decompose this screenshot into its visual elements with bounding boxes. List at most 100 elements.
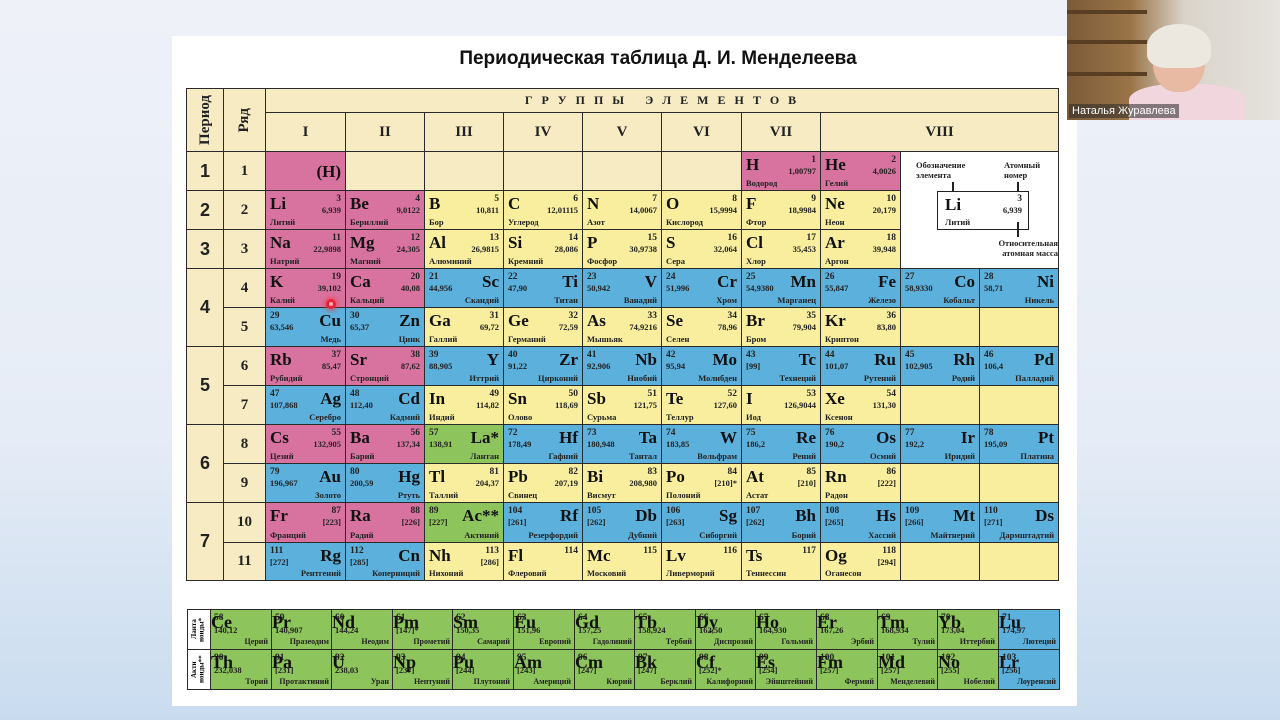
element-cell[interactable]: Bi 83 208,980 Висмут: [582, 463, 662, 503]
element-cell[interactable]: Nh 113 [286] Нихоний: [424, 542, 504, 581]
actinide-cell[interactable]: Am 95 [243] Америций: [513, 649, 575, 690]
actinide-cell[interactable]: Cf 98 [252]* Калифорний: [695, 649, 757, 690]
element-cell[interactable]: Xe 54 131,30 Ксенон: [820, 385, 901, 425]
element-cell[interactable]: Na 11 22,9898 Натрий: [265, 229, 346, 269]
actinide-cell[interactable]: Md 101 [257] Менделевий: [877, 649, 939, 690]
element-cell[interactable]: Os 76 190,2 Осмий: [820, 424, 901, 464]
element-cell[interactable]: Ti 22 47,90 Титан: [503, 268, 583, 308]
element-cell[interactable]: Hg 80 200,59 Ртуть: [345, 463, 425, 503]
element-cell[interactable]: Ir 77 192,2 Иридий: [900, 424, 980, 464]
element-cell[interactable]: Bh 107 [262] Борий: [741, 502, 821, 543]
element-cell[interactable]: Ne 10 20,179 Неон: [820, 190, 901, 230]
actinide-cell[interactable]: Np 93 [237] Нептуний: [392, 649, 454, 690]
element-cell[interactable]: [979, 463, 1059, 503]
element-cell[interactable]: Pd 46 106,4 Палладий: [979, 346, 1059, 386]
lanthanide-cell[interactable]: Sm 62 150,35 Самарий: [452, 609, 514, 650]
element-cell[interactable]: B 5 10,811 Бор: [424, 190, 504, 230]
element-cell[interactable]: Br 35 79,904 Бром: [741, 307, 821, 347]
element-cell[interactable]: [900, 307, 980, 347]
actinide-cell[interactable]: Th 90 232,038 Торий: [210, 649, 272, 690]
element-cell[interactable]: As 33 74,9216 Мышьяк: [582, 307, 662, 347]
element-cell[interactable]: Sb 51 121,75 Сурьма: [582, 385, 662, 425]
element-cell[interactable]: Mo 42 95,94 Молибден: [661, 346, 742, 386]
element-cell[interactable]: Ds 110 [271] Дармштадтий: [979, 502, 1059, 543]
element-cell[interactable]: Tl 81 204,37 Таллий: [424, 463, 504, 503]
lanthanide-cell[interactable]: Nd 60 144,24 Неодим: [331, 609, 393, 650]
element-cell[interactable]: Mg 12 24,305 Магний: [345, 229, 425, 269]
element-cell[interactable]: Fe 26 55,847 Железо: [820, 268, 901, 308]
lanthanide-cell[interactable]: Pr 59 140,907 Празеодим: [271, 609, 333, 650]
actinide-cell[interactable]: Bk 97 [247] Берклий: [634, 649, 696, 690]
element-cell[interactable]: Be 4 9,0122 Бериллий: [345, 190, 425, 230]
element-cell[interactable]: Se 34 78,96 Селен: [661, 307, 742, 347]
lanthanide-cell[interactable]: Ho 67 164,930 Гольмий: [755, 609, 817, 650]
element-cell[interactable]: Cn 112 [285] Коперниций: [345, 542, 425, 581]
actinide-cell[interactable]: Pu 94 [244] Плутоний: [452, 649, 514, 690]
element-cell[interactable]: La* 57 138,91 Лантан: [424, 424, 504, 464]
element-cell[interactable]: At 85 [210] Астат: [741, 463, 821, 503]
element-cell[interactable]: Rn 86 [222] Радон: [820, 463, 901, 503]
element-cell[interactable]: Cd 48 112,40 Кадмий: [345, 385, 425, 425]
element-cell[interactable]: Ra 88 [226] Радий: [345, 502, 425, 543]
element-cell[interactable]: C 6 12,01115 Углерод: [503, 190, 583, 230]
element-cell[interactable]: [900, 463, 980, 503]
element-cell[interactable]: Sn 50 118,69 Олово: [503, 385, 583, 425]
actinide-cell[interactable]: Cm 96 [247] Кюрий: [574, 649, 636, 690]
element-cell[interactable]: Au 79 196,967 Золото: [265, 463, 346, 503]
actinide-cell[interactable]: U 92 238,03 Уран: [331, 649, 393, 690]
element-cell[interactable]: Fr 87 [223] Франций: [265, 502, 346, 543]
element-cell[interactable]: Sr 38 87,62 Стронций: [345, 346, 425, 386]
lanthanide-cell[interactable]: Yb 70 173,04 Иттербий: [937, 609, 999, 650]
element-cell[interactable]: Tc 43 [99] Технеций: [741, 346, 821, 386]
element-cell[interactable]: H 1 1,00797 Водород: [741, 151, 821, 191]
element-cell[interactable]: Sg 106 [263] Сиборгий: [661, 502, 742, 543]
element-cell[interactable]: O 8 15,9994 Кислород: [661, 190, 742, 230]
element-cell[interactable]: K 19 39,102 Калий: [265, 268, 346, 308]
element-cell[interactable]: Ts 117 Теннессин: [741, 542, 821, 581]
lanthanide-cell[interactable]: Eu 63 151,96 Европий: [513, 609, 575, 650]
element-cell[interactable]: [979, 307, 1059, 347]
element-cell[interactable]: Te 52 127,60 Теллур: [661, 385, 742, 425]
element-cell[interactable]: Ta 73 180,948 Тантал: [582, 424, 662, 464]
element-cell[interactable]: Ni 28 58,71 Никель: [979, 268, 1059, 308]
element-cell[interactable]: P 15 30,9738 Фосфор: [582, 229, 662, 269]
element-cell[interactable]: Rf 104 [261] Резерфордий: [503, 502, 583, 543]
element-cell[interactable]: Og 118 [294] Оганесон: [820, 542, 901, 581]
element-cell[interactable]: Pt 78 195,09 Платина: [979, 424, 1059, 464]
element-cell[interactable]: Y 39 88,905 Иттрий: [424, 346, 504, 386]
element-cell[interactable]: Rb 37 85,47 Рубидий: [265, 346, 346, 386]
element-cell[interactable]: Si 14 28,086 Кремний: [503, 229, 583, 269]
element-cell[interactable]: Zr 40 91,22 Цирконий: [503, 346, 583, 386]
element-cell[interactable]: Co 27 58,9330 Кобальт: [900, 268, 980, 308]
element-cell[interactable]: Sc 21 44,956 Скандий: [424, 268, 504, 308]
element-cell[interactable]: S 16 32,064 Сера: [661, 229, 742, 269]
element-cell[interactable]: Al 13 26,9815 Алюминий: [424, 229, 504, 269]
element-cell[interactable]: Mt 109 [266] Майтнерий: [900, 502, 980, 543]
lanthanide-cell[interactable]: Gd 64 157,25 Гадолиний: [574, 609, 636, 650]
element-cell[interactable]: Rh 45 102,905 Родий: [900, 346, 980, 386]
lanthanide-cell[interactable]: Tb 65 158,924 Тербий: [634, 609, 696, 650]
actinide-cell[interactable]: Fm 100 [257] Фермий: [816, 649, 878, 690]
element-cell[interactable]: Ga 31 69,72 Галлий: [424, 307, 504, 347]
element-cell[interactable]: Ge 32 72,59 Германий: [503, 307, 583, 347]
element-cell[interactable]: [900, 542, 980, 581]
element-cell[interactable]: Mn 25 54,9380 Марганец: [741, 268, 821, 308]
element-cell[interactable]: Po 84 [210]* Полоний: [661, 463, 742, 503]
element-cell[interactable]: Ac** 89 [227] Актиний: [424, 502, 504, 543]
element-cell[interactable]: Lv 116 Ливерморий: [661, 542, 742, 581]
element-cell[interactable]: Cr 24 51,996 Хром: [661, 268, 742, 308]
actinide-cell[interactable]: Es 99 [254] Эйнштейний: [755, 649, 817, 690]
element-cell[interactable]: N 7 14,0067 Азот: [582, 190, 662, 230]
element-cell[interactable]: Mc 115 Московий: [582, 542, 662, 581]
element-cell[interactable]: Fl 114 Флеровий: [503, 542, 583, 581]
actinide-cell[interactable]: No 102 [255] Нобелий: [937, 649, 999, 690]
element-cell[interactable]: Db 105 [262] Дубний: [582, 502, 662, 543]
element-cell[interactable]: In 49 114,82 Индий: [424, 385, 504, 425]
element-cell[interactable]: [979, 385, 1059, 425]
element-cell[interactable]: Ag 47 107,868 Серебро: [265, 385, 346, 425]
participant-video[interactable]: Наталья Журавлева: [1067, 0, 1280, 120]
element-cell[interactable]: W 74 183,85 Вольфрам: [661, 424, 742, 464]
element-cell[interactable]: I 53 126,9044 Иод: [741, 385, 821, 425]
element-cell[interactable]: Cl 17 35,453 Хлор: [741, 229, 821, 269]
element-cell[interactable]: Ca 20 40,08 Кальций: [345, 268, 425, 308]
